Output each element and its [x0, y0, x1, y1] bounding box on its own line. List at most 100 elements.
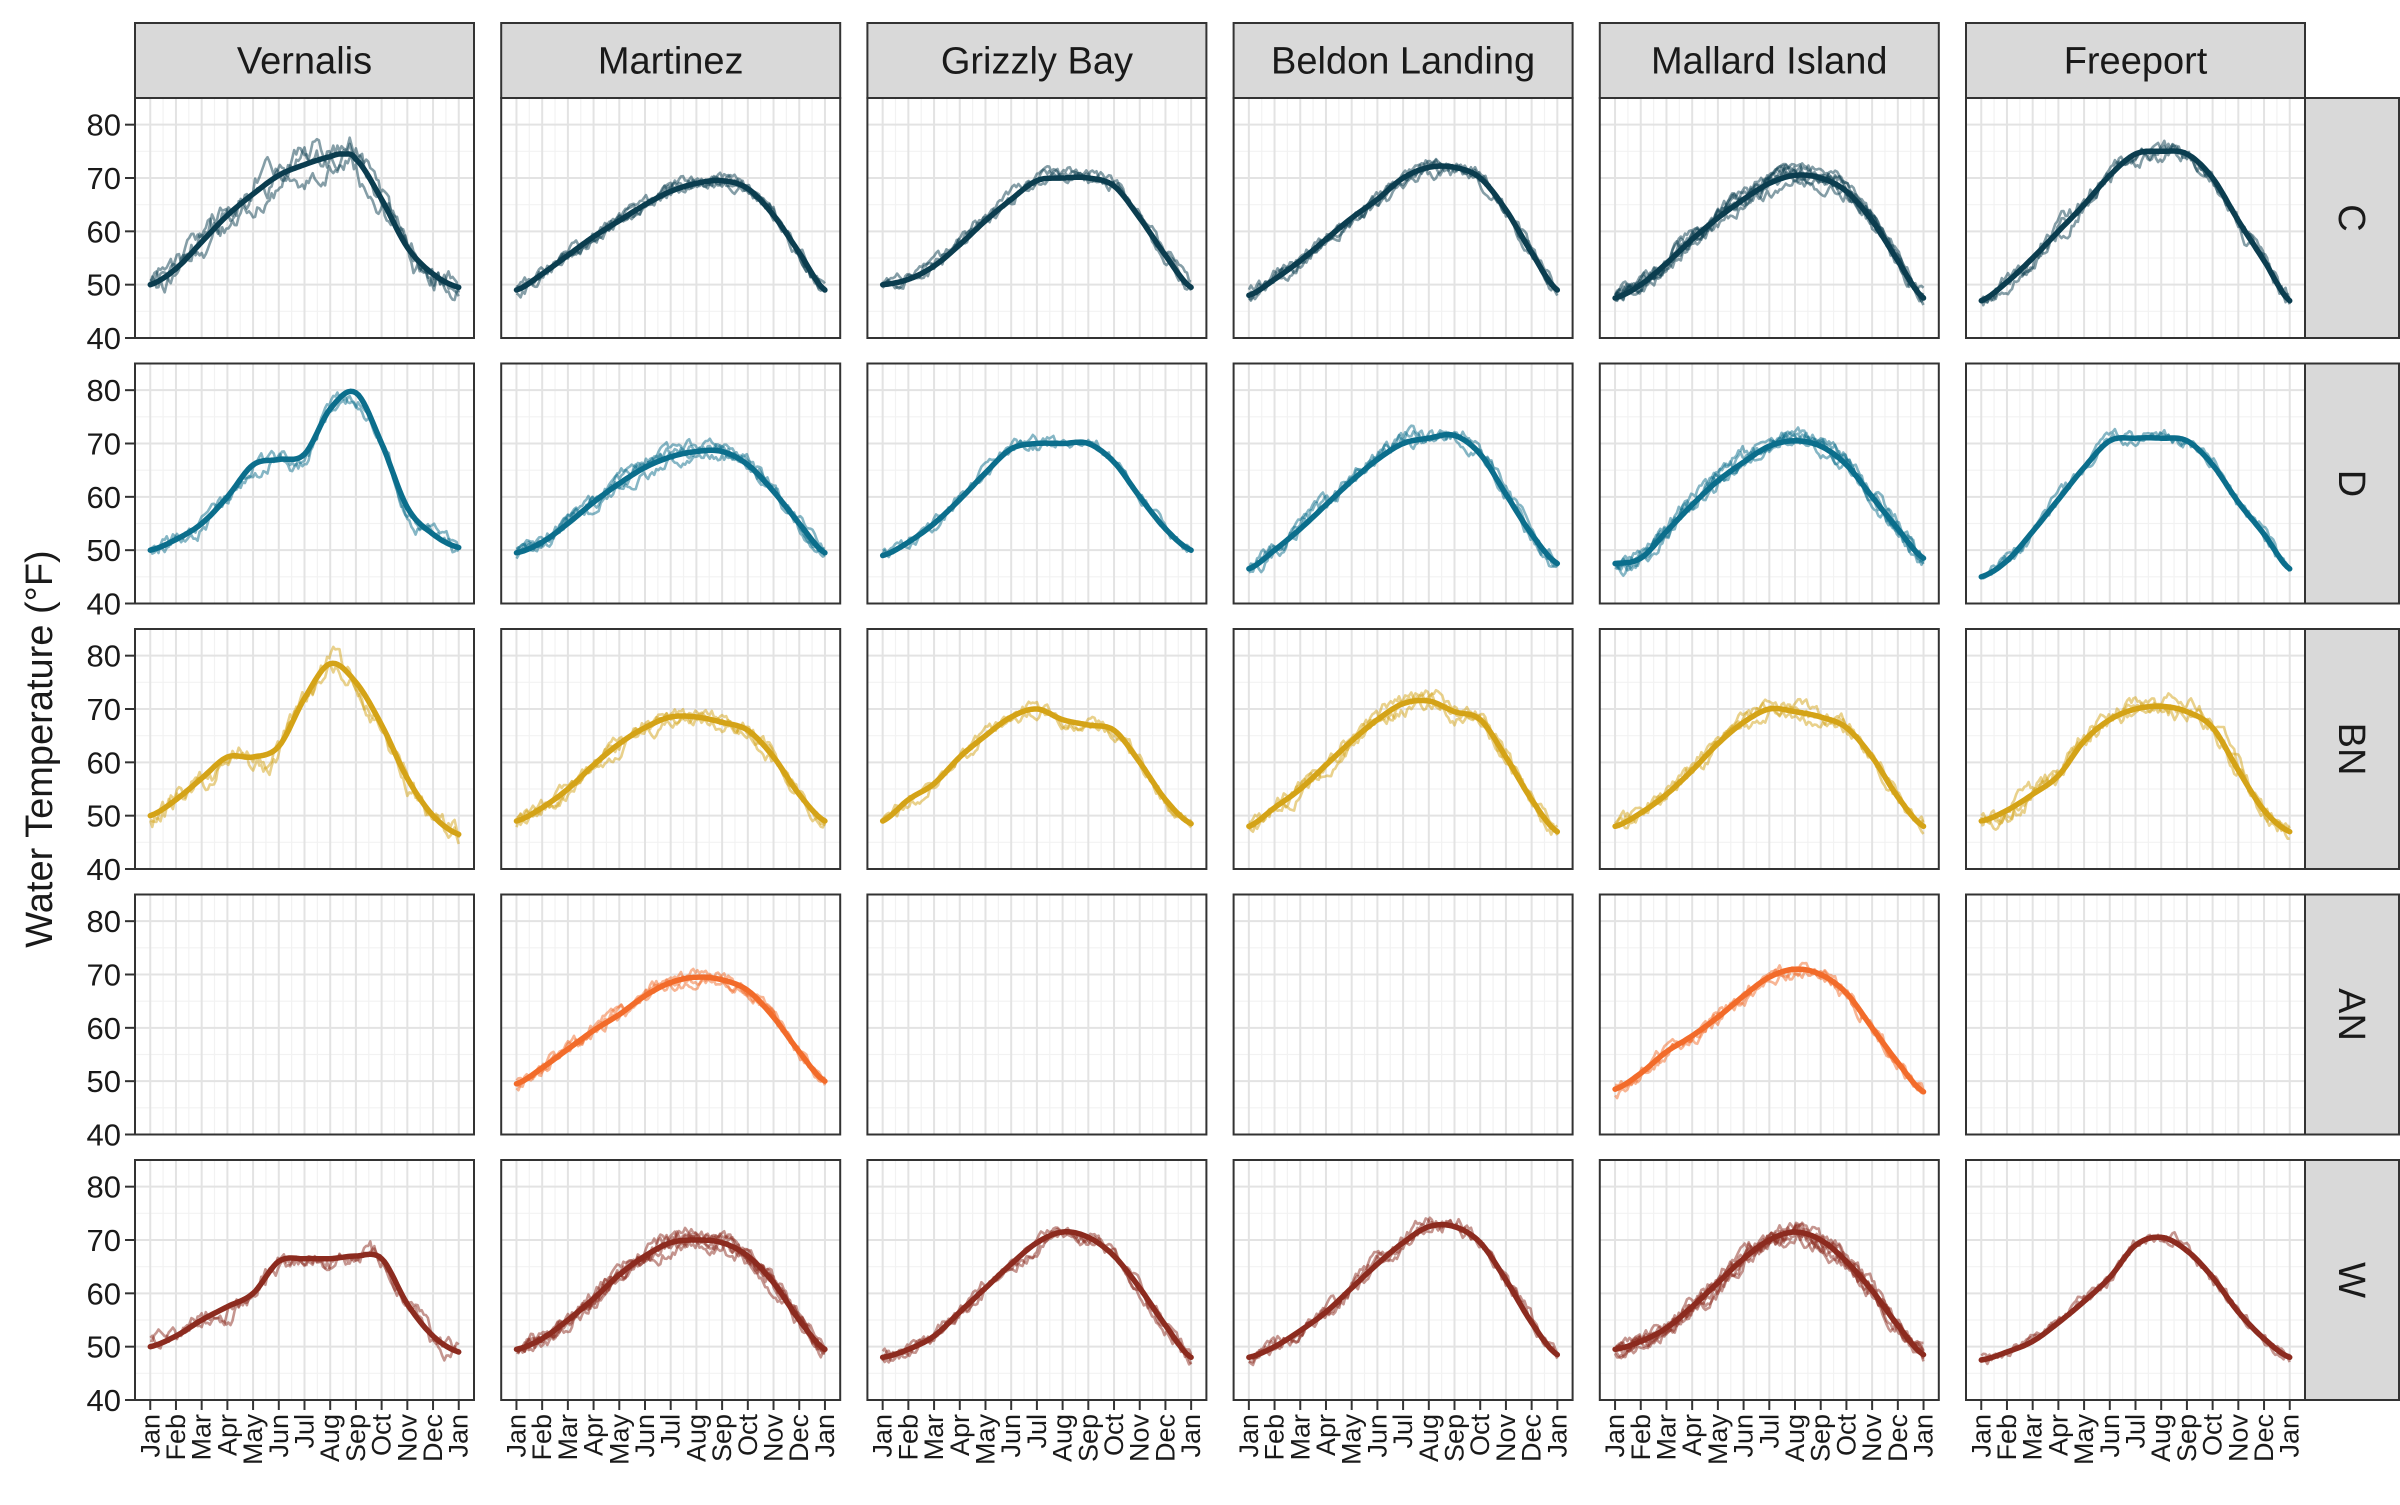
smoothed-trend-line	[879, 439, 1194, 559]
panel-border	[134, 893, 475, 1136]
x-tick-label: Aug	[1048, 1414, 1078, 1462]
column-strip-label: Mallard Island	[1651, 41, 1888, 83]
facet-panel	[1965, 97, 2306, 339]
year-trace-line	[149, 394, 460, 555]
panel-border	[1965, 97, 2306, 339]
panel-border	[866, 893, 1208, 1136]
facet-panel	[1965, 1159, 2306, 1401]
x-tick-label: Jan	[444, 1414, 474, 1458]
panel-border	[500, 893, 842, 1136]
x-tick-label: Apr	[1677, 1414, 1707, 1456]
row-strip-background	[2304, 628, 2400, 870]
y-tick-label: 80	[87, 1170, 121, 1205]
panel-border	[1965, 628, 2306, 870]
y-tick-label: 40	[87, 321, 121, 356]
x-tick-label: May	[970, 1414, 1000, 1466]
x-tick-label: Jul	[290, 1414, 320, 1449]
row-strip-background	[2304, 1159, 2400, 1401]
year-trace-line	[881, 437, 1193, 559]
x-tick-label: Jan	[1234, 1414, 1264, 1458]
facet-panel	[1598, 1159, 1940, 1401]
y-tick-label: 70	[87, 427, 121, 462]
y-tick-label: 50	[87, 533, 121, 568]
x-tick-label: Nov	[1857, 1414, 1887, 1463]
panel-border	[500, 628, 842, 870]
column-strip: Beldon Landing	[1232, 22, 1574, 99]
facet-panel	[1965, 628, 2306, 870]
panel-border	[1232, 362, 1574, 605]
facet-panel	[134, 628, 475, 870]
x-tick-label: Sep	[707, 1414, 737, 1462]
x-tick-label: Mar	[2018, 1414, 2048, 1461]
smoothed-trend-line	[1612, 438, 1927, 567]
panel-border	[1598, 628, 1940, 870]
row-strip-label: W	[2330, 1262, 2372, 1298]
x-tick-label: Dec	[418, 1414, 448, 1462]
y-axis-title: Water Temperature (°F)	[19, 550, 61, 947]
facet-panel	[500, 628, 842, 870]
x-tick-label: Apr	[212, 1414, 242, 1456]
column-strip: Freeport	[1965, 22, 2306, 99]
smoothed-trend-line	[513, 447, 828, 556]
year-trace-line	[1614, 179, 1925, 303]
row-strip: D	[2304, 362, 2400, 605]
x-tick-label: Sep	[1073, 1414, 1103, 1462]
smoothed-trend-line	[1246, 163, 1561, 299]
x-tick-label: Dec	[1150, 1414, 1180, 1462]
smoothed-trend-line	[147, 1251, 462, 1355]
x-tick-label: Oct	[2198, 1414, 2228, 1457]
x-tick-label: Apr	[2043, 1414, 2073, 1456]
facet-panel	[500, 893, 842, 1136]
facet-panel	[1232, 362, 1574, 605]
panel-border	[1232, 628, 1574, 870]
panel-border	[866, 97, 1208, 339]
x-tick-label: Jan	[2275, 1414, 2305, 1458]
y-tick-label: 70	[87, 692, 121, 727]
x-tick-label: Dec	[1517, 1414, 1547, 1462]
year-trace-line	[1247, 691, 1559, 833]
facet-panel	[1232, 1159, 1574, 1401]
facet-panel	[866, 362, 1208, 605]
smoothed-trend-line	[147, 151, 462, 291]
smoothed-trend-line	[1612, 1229, 1927, 1358]
facet-panel	[866, 1159, 1208, 1401]
y-tick-label: 80	[87, 373, 121, 408]
y-tick-label: 50	[87, 799, 121, 834]
x-tick-label: Jan	[1176, 1414, 1206, 1458]
x-tick-label: Jul	[1388, 1414, 1418, 1449]
panel-border	[1965, 362, 2306, 605]
y-tick-label: 60	[87, 1011, 121, 1046]
y-tick-label: 60	[87, 214, 121, 249]
smoothed-trend-line	[1246, 1221, 1561, 1361]
column-strip-label: Grizzly Bay	[941, 41, 1133, 83]
y-tick-label: 70	[87, 161, 121, 196]
x-tick-label: Jun	[1729, 1414, 1759, 1458]
x-tick-label: Feb	[1992, 1414, 2022, 1461]
y-tick-label: 40	[87, 1118, 121, 1153]
facet-panel	[134, 362, 475, 605]
smoothed-trend-line	[1246, 431, 1561, 572]
column-strip: Vernalis	[134, 22, 475, 99]
facet-panel	[500, 1159, 842, 1401]
year-trace-line	[882, 165, 1193, 292]
x-tick-label: Oct	[367, 1414, 397, 1457]
x-tick-label: Oct	[1465, 1414, 1495, 1457]
x-tick-label: May	[1337, 1414, 1367, 1466]
smoothed-trend-line	[1978, 435, 2293, 580]
y-tick-label: 40	[87, 587, 121, 622]
column-strip: Martinez	[500, 22, 842, 99]
facet-panel	[1965, 362, 2306, 605]
x-tick-label: Mar	[919, 1414, 949, 1461]
facet-panel	[1598, 893, 1940, 1136]
x-tick-label: Aug	[681, 1414, 711, 1462]
year-trace-line	[1247, 160, 1558, 297]
panel-border	[1598, 97, 1940, 339]
x-tick-label: Feb	[161, 1414, 191, 1461]
panel-border	[134, 97, 475, 339]
x-tick-label: Oct	[1099, 1414, 1129, 1457]
facet-panel	[866, 628, 1208, 870]
column-strip-label: Martinez	[598, 41, 744, 83]
y-tick-label: 40	[87, 1383, 121, 1418]
row-strip-label: D	[2330, 470, 2372, 497]
panel-border	[866, 362, 1208, 605]
